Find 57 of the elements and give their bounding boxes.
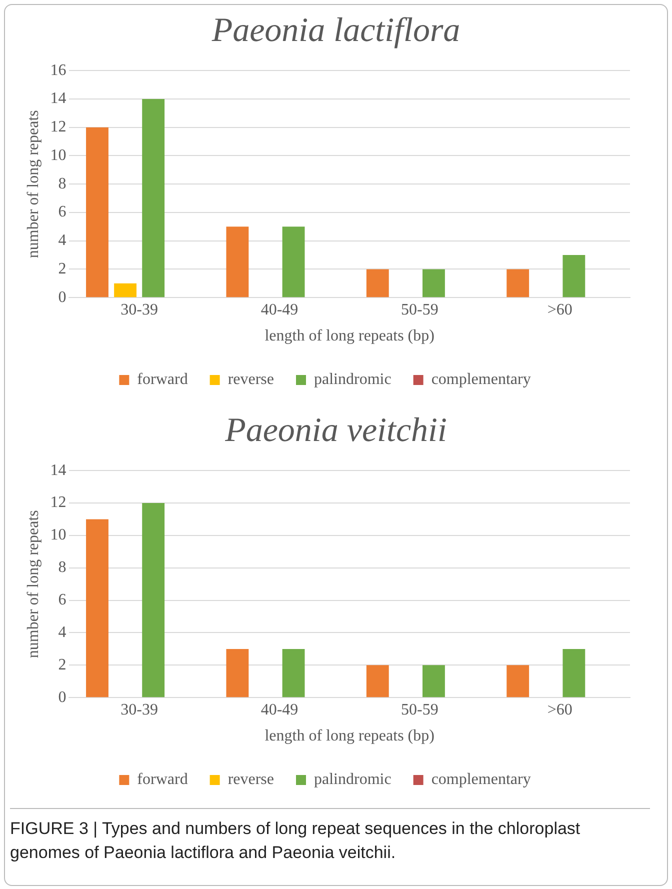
bar (226, 648, 249, 698)
bar (226, 226, 249, 298)
y-tick-label: 12 (50, 118, 66, 136)
bar (506, 269, 530, 298)
y-tick-label: 4 (58, 232, 66, 250)
bar (562, 255, 586, 298)
bar (282, 648, 305, 698)
y-tick-label: 2 (58, 260, 66, 278)
x-tick-label: 30-39 (120, 701, 158, 718)
caption: FIGURE 3 | Types and numbers of long repeat sequences in the chloroplast genomes of Paeonia lactiflora and Paeonia veitchii. (10, 808, 650, 865)
y-tick-label: 16 (50, 62, 66, 79)
x-tick-label: 30-39 (120, 301, 158, 318)
y-tick-label: 6 (58, 204, 66, 221)
bar (142, 503, 165, 698)
y-tick-label: 14 (50, 462, 66, 479)
chart-title: Paeonia lactiflora (210, 12, 462, 50)
y-tick-label: 12 (50, 494, 66, 512)
x-tick-label: >60 (547, 701, 572, 718)
bar (422, 665, 445, 698)
legend-label: palindromic (314, 371, 392, 388)
y-tick-label: 10 (50, 526, 66, 544)
y-tick-label: 6 (58, 592, 66, 609)
legend-label: complementary (431, 771, 531, 788)
x-tick-label: 40-49 (260, 701, 298, 718)
bar (562, 648, 586, 698)
legend-label: forward (137, 371, 188, 388)
x-axis-title: length of long repeats (bp) (264, 328, 434, 345)
bar (506, 665, 530, 698)
y-tick-label: 0 (58, 688, 66, 706)
legend-label: reverse (228, 771, 274, 788)
bar (86, 519, 108, 698)
y-tick-label: 2 (58, 656, 66, 674)
x-axis-title: length of long repeats (bp) (264, 728, 434, 745)
y-tick-label: 14 (50, 90, 66, 108)
y-tick-label: 10 (50, 146, 66, 164)
y-tick-label: 0 (58, 288, 66, 306)
x-tick-label: >60 (547, 301, 572, 318)
y-tick-label: 8 (58, 559, 66, 576)
y-axis-title: number of long repeats (24, 510, 42, 658)
x-tick-label: 50-59 (401, 301, 438, 318)
bar (422, 269, 445, 298)
y-tick-label: 4 (58, 624, 66, 641)
x-tick-label: 50-59 (401, 701, 438, 718)
bar (114, 283, 136, 298)
bar (282, 226, 305, 298)
bar (366, 665, 389, 698)
x-tick-label: 40-49 (260, 301, 298, 318)
bar (142, 98, 165, 298)
y-tick-label: 8 (58, 175, 66, 192)
chart-title: Paeonia veitchii (224, 412, 448, 450)
y-axis-title: number of long repeats (24, 110, 42, 258)
legend-label: palindromic (314, 771, 392, 788)
bar (366, 269, 389, 298)
bar (86, 127, 108, 298)
legend-label: complementary (431, 371, 531, 388)
legend-label: forward (137, 771, 188, 788)
legend-label: reverse (228, 371, 274, 388)
